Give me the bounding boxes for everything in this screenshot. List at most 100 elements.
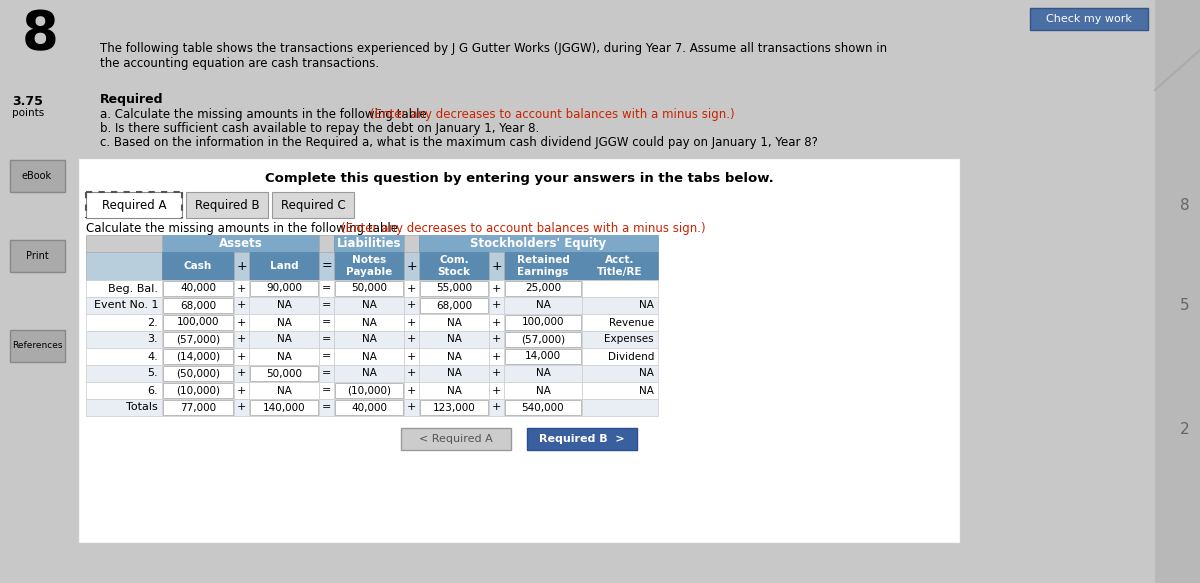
Text: Retained
Earnings: Retained Earnings bbox=[516, 255, 570, 277]
Text: +: + bbox=[492, 300, 502, 311]
Bar bbox=[490, 331, 504, 348]
Bar bbox=[78, 158, 960, 543]
Bar bbox=[404, 314, 419, 331]
Bar bbox=[319, 314, 334, 331]
Text: 5.: 5. bbox=[148, 368, 158, 378]
Bar bbox=[419, 314, 490, 331]
Text: +: + bbox=[236, 402, 246, 413]
Text: +: + bbox=[492, 385, 502, 395]
Bar bbox=[335, 400, 403, 415]
Text: =: = bbox=[322, 318, 331, 328]
Text: Liabilities: Liabilities bbox=[337, 237, 401, 250]
Text: NA: NA bbox=[276, 318, 292, 328]
Bar bbox=[1030, 8, 1148, 30]
Bar bbox=[335, 383, 403, 398]
Text: NA: NA bbox=[361, 300, 377, 311]
Text: Revenue: Revenue bbox=[608, 318, 654, 328]
Bar bbox=[582, 331, 658, 348]
Bar bbox=[86, 365, 162, 382]
Text: NA: NA bbox=[276, 352, 292, 361]
Text: Acct.
Title/RE: Acct. Title/RE bbox=[598, 255, 643, 277]
Bar bbox=[319, 331, 334, 348]
Bar bbox=[490, 252, 504, 280]
Bar bbox=[234, 297, 250, 314]
Text: eBook: eBook bbox=[22, 171, 52, 181]
Text: the accounting equation are cash transactions.: the accounting equation are cash transac… bbox=[100, 57, 379, 70]
Text: c. Based on the information in the Required a, what is the maximum cash dividend: c. Based on the information in the Requi… bbox=[100, 136, 818, 149]
Bar bbox=[162, 348, 234, 365]
Bar bbox=[86, 192, 182, 218]
Text: Complete this question by entering your answers in the tabs below.: Complete this question by entering your … bbox=[265, 172, 773, 185]
Bar bbox=[504, 297, 582, 314]
Bar bbox=[490, 314, 504, 331]
Text: =: = bbox=[322, 368, 331, 378]
Bar bbox=[234, 314, 250, 331]
Text: 50,000: 50,000 bbox=[352, 283, 386, 293]
Bar bbox=[10, 240, 65, 272]
Bar bbox=[250, 382, 319, 399]
Bar bbox=[319, 382, 334, 399]
Text: (50,000): (50,000) bbox=[176, 368, 220, 378]
Text: NA: NA bbox=[535, 300, 551, 311]
Bar bbox=[490, 399, 504, 416]
Text: NA: NA bbox=[276, 335, 292, 345]
Bar bbox=[319, 297, 334, 314]
Text: The following table shows the transactions experienced by J G Gutter Works (JGGW: The following table shows the transactio… bbox=[100, 42, 887, 55]
Text: +: + bbox=[407, 335, 416, 345]
Bar bbox=[250, 366, 318, 381]
Bar bbox=[505, 281, 581, 296]
Bar bbox=[504, 331, 582, 348]
Text: =: = bbox=[322, 283, 331, 293]
Text: NA: NA bbox=[535, 368, 551, 378]
Bar bbox=[334, 331, 404, 348]
Bar bbox=[250, 281, 318, 296]
Bar bbox=[234, 382, 250, 399]
Text: =: = bbox=[322, 385, 331, 395]
Bar bbox=[162, 331, 234, 348]
Bar bbox=[419, 331, 490, 348]
Text: Event No. 1: Event No. 1 bbox=[94, 300, 158, 311]
Text: 68,000: 68,000 bbox=[436, 300, 472, 311]
Text: 540,000: 540,000 bbox=[522, 402, 564, 413]
Text: NA: NA bbox=[276, 300, 292, 311]
Text: +: + bbox=[236, 283, 246, 293]
Bar bbox=[401, 428, 511, 450]
Bar bbox=[86, 297, 162, 314]
Bar bbox=[234, 399, 250, 416]
Text: +: + bbox=[491, 259, 502, 272]
Text: NA: NA bbox=[446, 335, 462, 345]
Text: b. Is there sufficient cash available to repay the debt on January 1, Year 8.: b. Is there sufficient cash available to… bbox=[100, 122, 539, 135]
Text: 90,000: 90,000 bbox=[266, 283, 302, 293]
Text: Notes
Payable: Notes Payable bbox=[346, 255, 392, 277]
Bar bbox=[250, 297, 319, 314]
Bar bbox=[234, 280, 250, 297]
Bar bbox=[234, 348, 250, 365]
Bar bbox=[582, 252, 658, 280]
Text: (10,000): (10,000) bbox=[176, 385, 220, 395]
Bar bbox=[404, 365, 419, 382]
Text: 123,000: 123,000 bbox=[433, 402, 475, 413]
Text: +: + bbox=[492, 368, 502, 378]
Text: +: + bbox=[492, 402, 502, 413]
Text: Cash: Cash bbox=[184, 261, 212, 271]
Bar bbox=[504, 314, 582, 331]
Text: 140,000: 140,000 bbox=[263, 402, 305, 413]
Text: (Enter any decreases to account balances with a minus sign.): (Enter any decreases to account balances… bbox=[341, 222, 706, 235]
Bar bbox=[250, 331, 319, 348]
Bar bbox=[250, 365, 319, 382]
Bar bbox=[10, 160, 65, 192]
Bar bbox=[186, 192, 268, 218]
Bar bbox=[490, 365, 504, 382]
Bar bbox=[319, 280, 334, 297]
Text: Required A: Required A bbox=[102, 198, 167, 212]
Text: 5: 5 bbox=[1180, 297, 1190, 312]
Bar bbox=[582, 348, 658, 365]
Bar bbox=[86, 314, 162, 331]
Bar bbox=[419, 399, 490, 416]
Text: 100,000: 100,000 bbox=[176, 318, 220, 328]
Text: =: = bbox=[322, 335, 331, 345]
Text: +: + bbox=[492, 352, 502, 361]
Bar bbox=[334, 348, 404, 365]
Text: NA: NA bbox=[361, 318, 377, 328]
Text: +: + bbox=[236, 318, 246, 328]
